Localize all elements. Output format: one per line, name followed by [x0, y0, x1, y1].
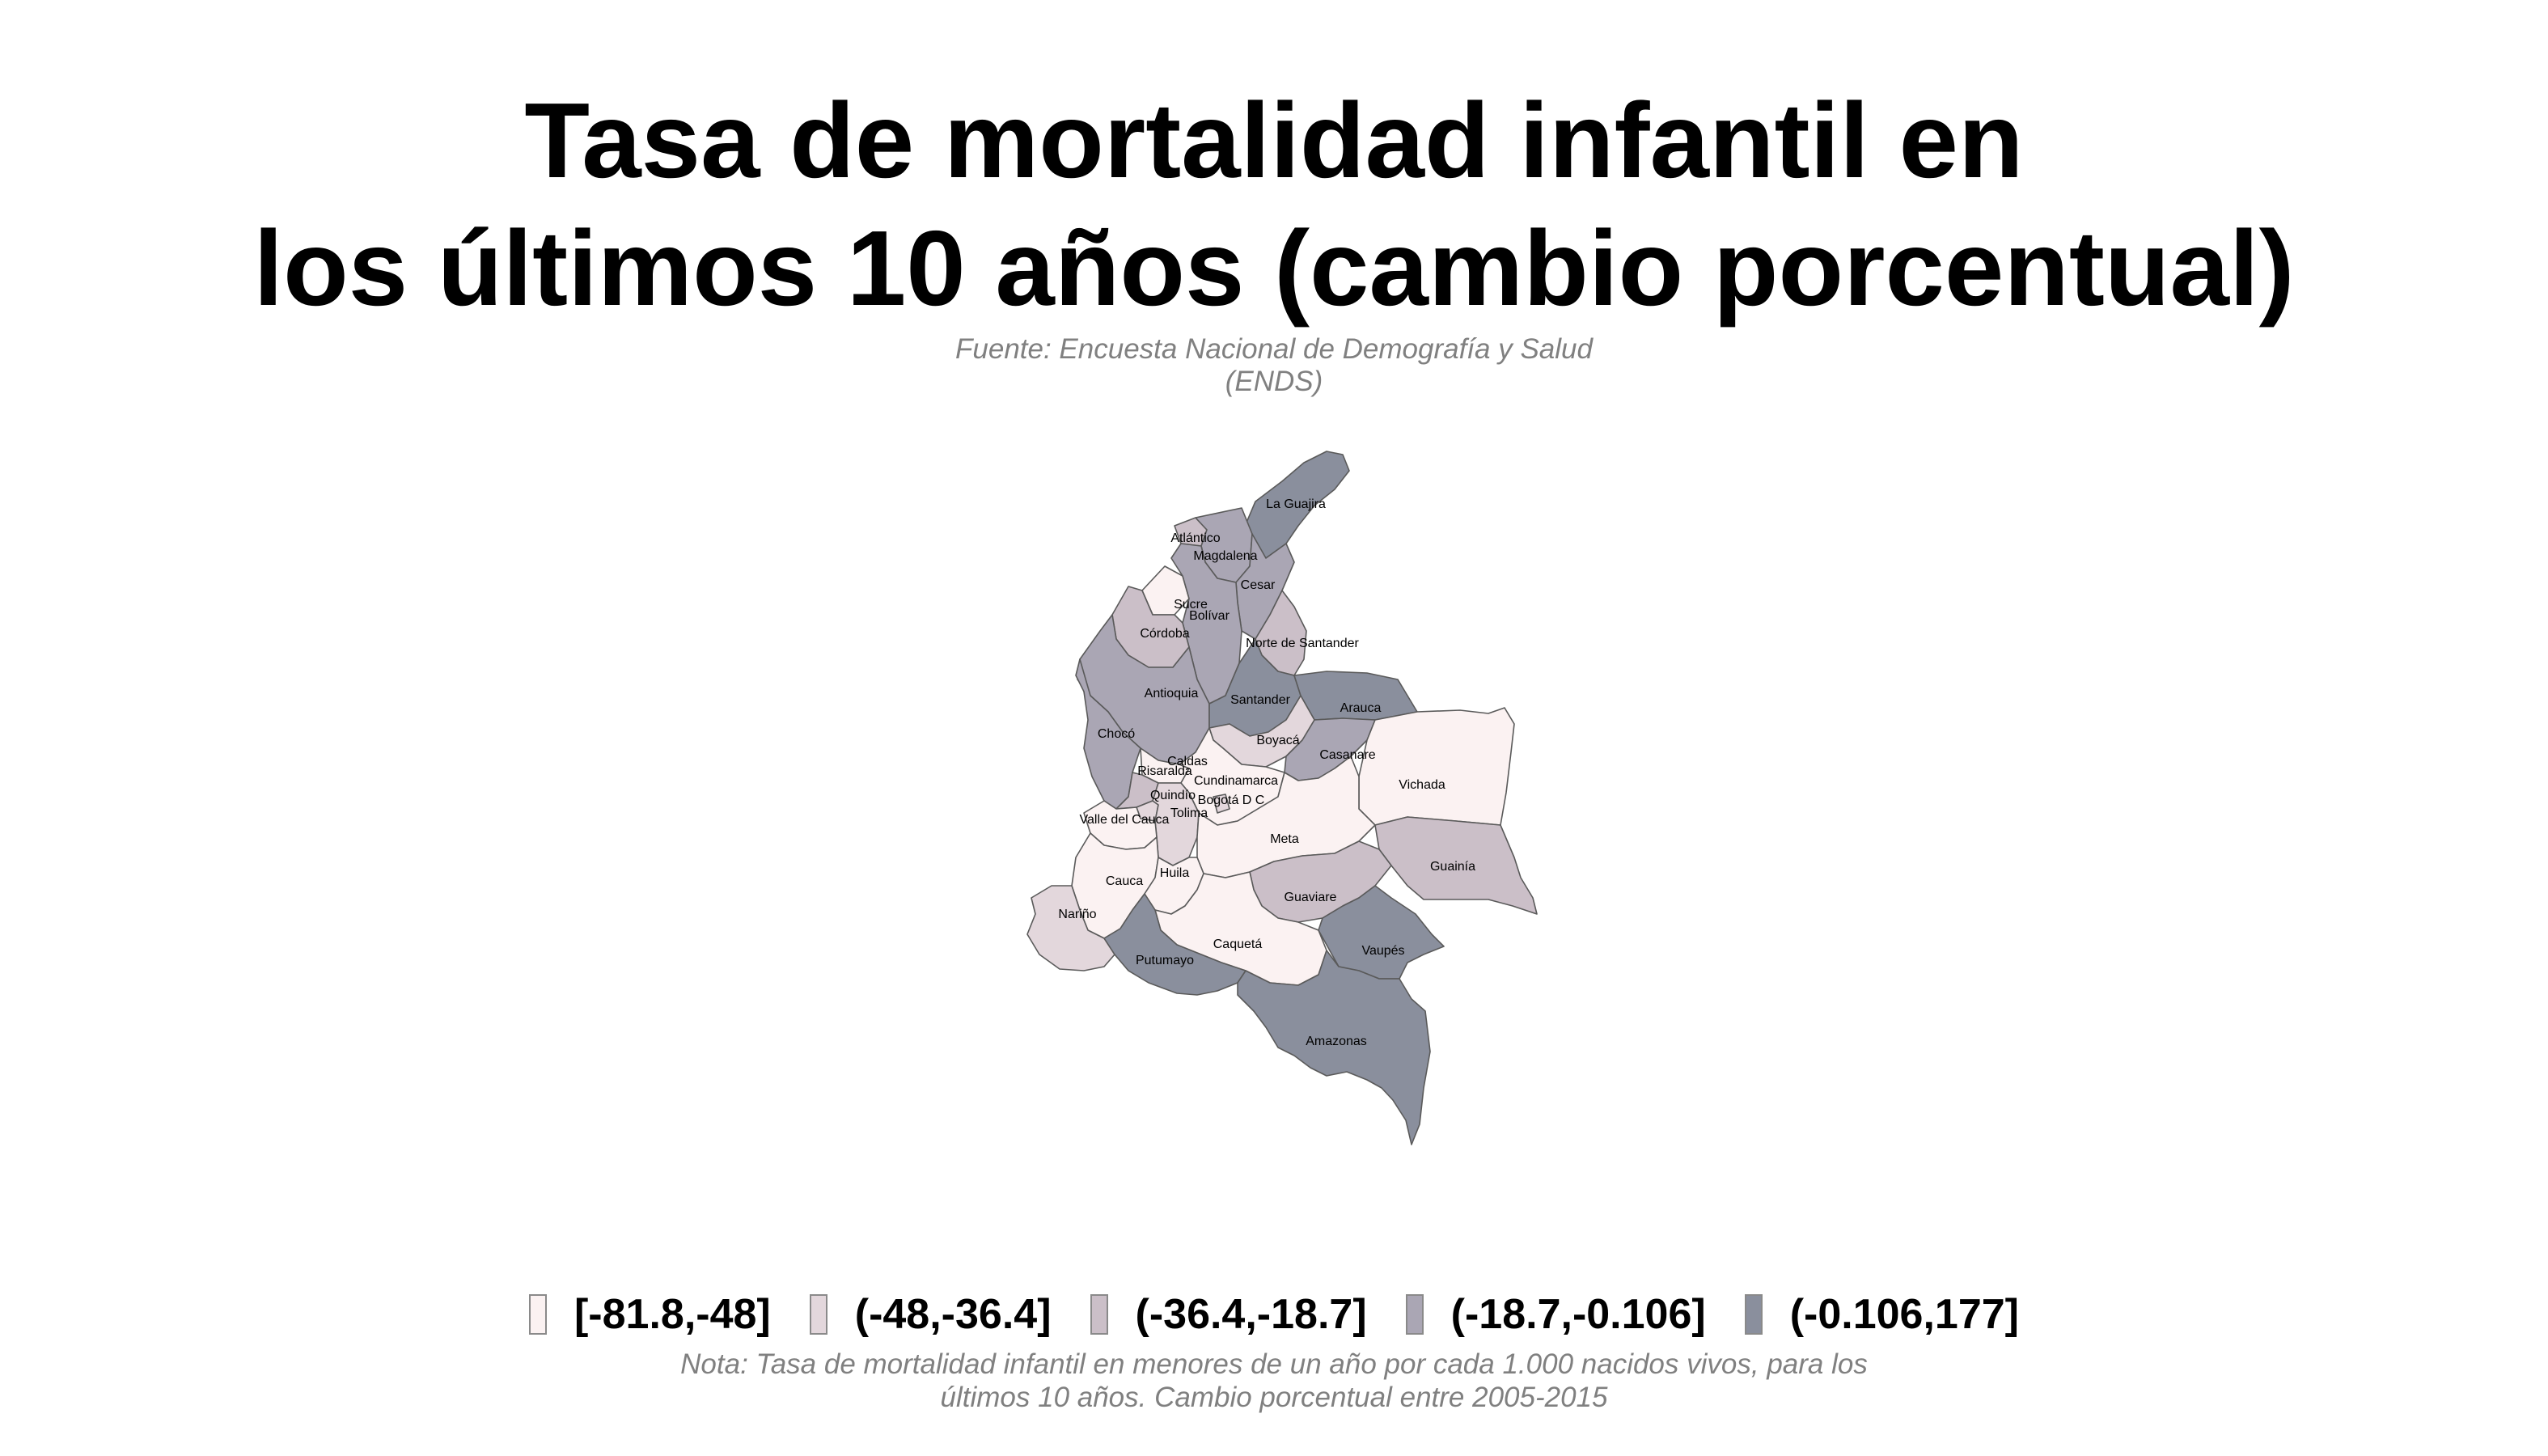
department-shapes — [1026, 451, 1538, 1145]
department-label-magdalena: Magdalena — [1193, 549, 1257, 563]
department-narino — [1026, 885, 1115, 971]
department-label-antioquia: Antioquia — [1145, 687, 1199, 700]
legend-label: [-81.8,-48] — [574, 1291, 771, 1338]
department-label-putumayo: Putumayo — [1136, 954, 1194, 967]
map-title-line-1: Tasa de mortalidad infantil en — [524, 81, 2024, 200]
legend-swatch — [1405, 1294, 1424, 1335]
department-label-guaviare: Guaviare — [1285, 891, 1337, 904]
legend-label: (-18.7,-0.106] — [1450, 1291, 1706, 1338]
department-label-risaralda: Risaralda — [1137, 764, 1192, 778]
legend-swatch — [528, 1294, 547, 1335]
department-label-casanare: Casanare — [1319, 748, 1375, 762]
department-label-arauca: Arauca — [1340, 701, 1382, 715]
department-putumayo — [1103, 893, 1246, 996]
map-note-line-2: últimos 10 años. Cambio porcentual entre… — [940, 1382, 1608, 1413]
department-label-valle-del-cauca: Valle del Cauca — [1080, 813, 1170, 827]
legend-swatch — [809, 1294, 827, 1335]
department-label-cesar: Cesar — [1241, 578, 1276, 592]
department-label-choco: Chocó — [1098, 727, 1135, 741]
department-label-santander: Santander — [1230, 693, 1291, 707]
department-label-meta: Meta — [1270, 832, 1299, 846]
map-source-line-1: Fuente: Encuesta Nacional de Demografía … — [955, 333, 1593, 365]
department-bogota-d-c — [1213, 794, 1230, 814]
map-note-line-1: Nota: Tasa de mortalidad infantil en men… — [680, 1348, 1868, 1380]
department-vichada — [1358, 707, 1515, 826]
legend-item: (-0.106,177] — [1744, 1290, 2019, 1339]
map-source: Fuente: Encuesta Nacional de Demografía … — [0, 333, 2548, 398]
department-label-vaupes: Vaupés — [1361, 944, 1404, 958]
department-amazonas — [1237, 950, 1431, 1145]
department-label-vichada: Vichada — [1399, 778, 1445, 792]
legend-label: (-36.4,-18.7] — [1135, 1291, 1367, 1338]
map-title: Tasa de mortalidad infantil en los últim… — [0, 77, 2548, 332]
legend-swatch — [1744, 1294, 1763, 1335]
legend-item: (-36.4,-18.7] — [1090, 1290, 1367, 1339]
department-label-guainia: Guainía — [1430, 860, 1475, 874]
department-label-la-guajira: La Guajira — [1266, 497, 1326, 511]
department-label-cordoba: Córdoba — [1140, 627, 1189, 641]
department-label-tolima: Tolima — [1170, 806, 1208, 820]
legend-label: (-48,-36.4] — [854, 1291, 1052, 1338]
department-guainia — [1374, 816, 1538, 915]
department-label-sucre: Sucre — [1174, 598, 1208, 612]
department-label-norte-de-santander: Norte de Santander — [1246, 637, 1359, 650]
legend-item: (-18.7,-0.106] — [1405, 1290, 1706, 1339]
department-label-quindio: Quindío — [1150, 789, 1196, 802]
department-label-cauca: Cauca — [1106, 874, 1143, 888]
map-title-line-2: los últimos 10 años (cambio porcentual) — [253, 209, 2295, 328]
legend-item: (-48,-36.4] — [809, 1290, 1052, 1339]
legend-item: [-81.8,-48] — [528, 1290, 771, 1339]
department-label-caldas: Caldas — [1167, 755, 1208, 768]
department-label-caqueta: Caquetá — [1213, 938, 1263, 951]
legend-label: (-0.106,177] — [1789, 1291, 2019, 1338]
map-note: Nota: Tasa de mortalidad infantil en men… — [0, 1348, 2548, 1414]
department-labels: La GuajiraAtlánticoMagdalenaCesarSucreBo… — [1058, 497, 1475, 1048]
department-label-huila: Huila — [1160, 866, 1190, 880]
legend-swatch — [1090, 1294, 1108, 1335]
map-legend: [-81.8,-48] (-48,-36.4] (-36.4,-18.7] (-… — [0, 1286, 2548, 1343]
department-label-bolivar: Bolívar — [1189, 609, 1230, 623]
department-label-bogota-d-c: Bogotá D C — [1198, 794, 1265, 807]
department-label-atlantico: Atlántico — [1170, 531, 1220, 545]
department-label-boyaca: Boyacá — [1256, 734, 1299, 747]
department-label-amazonas: Amazonas — [1306, 1035, 1367, 1048]
map-source-line-2: (ENDS) — [1225, 366, 1323, 397]
department-label-narino: Nariño — [1058, 908, 1096, 921]
department-label-cundinamarca: Cundinamarca — [1194, 774, 1278, 788]
